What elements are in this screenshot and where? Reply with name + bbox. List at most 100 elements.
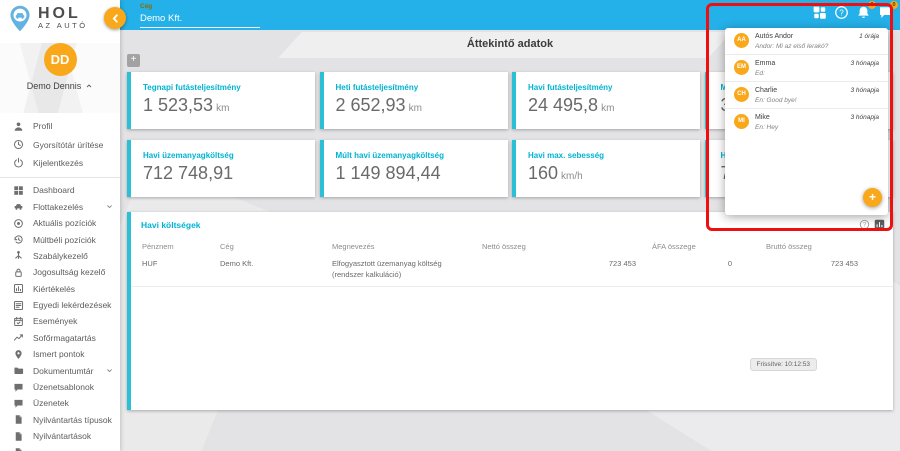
company-select-field[interactable]: Cég Demo Kft. — [140, 3, 260, 28]
svg-text:?: ? — [863, 223, 867, 229]
conversation-time: 1 órája — [859, 33, 879, 40]
sidebar-item-m-ltb-li-poz-ci-k[interactable]: Múltbéli pozíciók — [0, 231, 120, 247]
kpi-unit: km — [408, 103, 422, 114]
workflow-icon — [13, 250, 24, 261]
table-column-header: Bruttó összeg — [766, 242, 812, 251]
target-icon — [13, 218, 24, 229]
sidebar-item-zenetek[interactable]: Üzenetek — [0, 395, 120, 411]
sidebar-item-szab-lykezel[interactable]: Szabálykezelő — [0, 248, 120, 264]
table-title: Havi költségek — [141, 220, 201, 230]
table-column-header: Pénznem — [142, 242, 174, 251]
kpi-unit: km/h — [561, 171, 583, 182]
sidebar-item-row[interactable] — [0, 444, 120, 451]
car-icon — [13, 201, 24, 212]
conversation-avatar: EM — [734, 60, 749, 75]
table-help-icon[interactable]: ? — [859, 219, 870, 230]
chart-icon — [13, 283, 24, 294]
notifications-bell-icon[interactable]: 0 — [856, 1, 876, 20]
conversation-name: Emma — [755, 60, 776, 67]
kpi-unit: km — [601, 103, 615, 114]
sidebar-item-jogosults-g-kezel[interactable]: Jogosultság kezelő — [0, 264, 120, 280]
conversation-time: 3 hónapja — [850, 87, 879, 94]
table-cell: Elfogyasztott üzemanyag költség (rendsze… — [332, 259, 442, 279]
trend-icon — [13, 332, 24, 343]
apps-grid-icon[interactable] — [812, 5, 827, 20]
table-column-header: ÁFA összege — [652, 242, 696, 251]
add-widget-button[interactable]: + — [127, 54, 140, 67]
conversation-time: 3 hónapja — [850, 114, 879, 121]
kpi-card-m-lt-havi-zemanyagk-lts-g: Múlt havi üzemanyagköltség 1 149 894,44 — [319, 140, 508, 197]
conversation-item-emma[interactable]: EM Emma 3 hónapja Ed: — [725, 55, 888, 82]
sidebar-item-nyilv-ntart-sok[interactable]: Nyilvántartások — [0, 428, 120, 444]
brand-name-line2: AZ AUTÓ — [38, 21, 88, 30]
sidebar-item-dokumentumt-r[interactable]: Dokumentumtár — [0, 362, 120, 378]
sidebar-item-zenetsablonok[interactable]: Üzenetsablonok — [0, 379, 120, 395]
chat-icon — [13, 382, 24, 393]
sidebar-item-esem-nyek[interactable]: Események — [0, 313, 120, 329]
dashboard-icon — [13, 185, 24, 196]
kpi-card-havi-max-sebess-g: Havi max. sebesség 160 km/h — [512, 140, 700, 197]
lock-icon — [13, 267, 24, 278]
kpi-label: Múlt havi üzemanyagköltség — [335, 151, 444, 160]
kpi-card-havi-zemanyagk-lts-g: Havi üzemanyagköltség 712 748,91 — [127, 140, 315, 197]
user-name: Demo Dennis — [26, 81, 82, 91]
sidebar-item-flottakezel-s[interactable]: Flottakezelés — [0, 199, 120, 215]
kpi-unit: km — [216, 103, 230, 114]
conversation-preview: Ed: — [755, 69, 765, 77]
sidebar-item-nyilv-ntart-s-t-pusok[interactable]: Nyilvántartás típusok — [0, 412, 120, 428]
conversation-item-mike[interactable]: MI Mike 3 hónapja Én: Hey — [725, 109, 888, 136]
table-column-header: Cég — [220, 242, 234, 251]
chevron-up-icon — [85, 82, 93, 90]
main-content: Áttekintő adatok + Tegnapi futásteljesít… — [120, 30, 900, 451]
messages-chat-icon[interactable]: 0 — [878, 1, 898, 20]
history-icon — [13, 234, 24, 245]
sidebar-item-profil[interactable]: Profil — [0, 117, 120, 135]
sidebar-item-sof-rmagatart-s[interactable]: Sofőrmagatartás — [0, 330, 120, 346]
table-column-header: Nettó összeg — [482, 242, 526, 251]
company-field-value: Demo Kft. — [140, 13, 260, 28]
folder-icon — [13, 365, 24, 376]
kpi-value: 1 149 894,44 — [335, 163, 441, 183]
conversation-preview: Andor: Mi az első lerakó? — [755, 42, 829, 50]
chevron-down-icon — [105, 202, 114, 211]
clock-icon — [13, 139, 24, 150]
new-conversation-button[interactable]: + — [863, 188, 882, 207]
conversation-avatar: CH — [734, 87, 749, 102]
kpi-value: 1 523,53 km — [143, 95, 230, 115]
chat-icon — [13, 398, 24, 409]
user-avatar: DD — [43, 43, 77, 76]
company-field-label: Cég — [140, 3, 153, 10]
table-cell: 723 453 — [830, 259, 858, 268]
conversation-item-aut-s-andor[interactable]: AA Autós Andor 1 órája Andor: Mi az első… — [725, 28, 888, 55]
conversation-name: Autós Andor — [755, 33, 794, 40]
conversation-avatar: MI — [734, 114, 749, 129]
sidebar-item-gyors-t-t-r-r-t-se[interactable]: Gyorsítótár ürítése — [0, 135, 120, 153]
sidebar-item-ismert-pontok[interactable]: Ismert pontok — [0, 346, 120, 362]
table-chart-toggle-icon[interactable] — [874, 219, 885, 230]
conversation-preview: Én: Hey — [755, 123, 779, 131]
conversation-name: Mike — [755, 114, 770, 121]
sidebar-item-ki-rt-kel-s[interactable]: Kiértékelés — [0, 281, 120, 297]
sidebar-item-dashboard[interactable]: Dashboard — [0, 182, 120, 198]
table-cell: HUF — [142, 259, 158, 268]
table-cell: Demo Kft. — [220, 259, 254, 268]
kpi-card-tegnapi-fut-steljes-tm-ny: Tegnapi futásteljesítmény 1 523,53 km — [127, 72, 315, 129]
sidebar-item-aktu-lis-poz-ci-k[interactable]: Aktuális pozíciók — [0, 215, 120, 231]
pin-icon — [13, 349, 24, 360]
kpi-value: 24 495,8 km — [528, 95, 615, 115]
table-row: HUF Demo Kft. Elfogyasztott üzemanyag költ… — [131, 254, 893, 286]
sidebar-collapse-button[interactable] — [104, 7, 126, 29]
sidebar-item-egyedi-lek-rdez-sek[interactable]: Egyedi lekérdezések — [0, 297, 120, 313]
help-icon[interactable]: ? — [834, 5, 849, 20]
conversations-popup: AA Autós Andor 1 órája Andor: Mi az első… — [725, 28, 888, 215]
page-title: Áttekintő adatok — [466, 38, 554, 50]
kpi-value: 2 652,93 km — [335, 95, 422, 115]
sidebar-divider — [0, 177, 120, 179]
conversation-item-charlie[interactable]: CH Charlie 3 hónapja Én: Good bye! — [725, 82, 888, 109]
kpi-card-havi-fut-steljes-tm-ny: Havi futásteljesítmény 24 495,8 km — [512, 72, 700, 129]
calendar-icon — [13, 316, 24, 327]
person-icon — [13, 121, 24, 132]
user-menu-toggle[interactable]: DD Demo Dennis — [0, 43, 120, 113]
sidebar-item-kijelentkez-s[interactable]: Kijelentkezés — [0, 154, 120, 172]
top-header-bar: Cég Demo Kft. ? 0 0 — [120, 0, 900, 30]
